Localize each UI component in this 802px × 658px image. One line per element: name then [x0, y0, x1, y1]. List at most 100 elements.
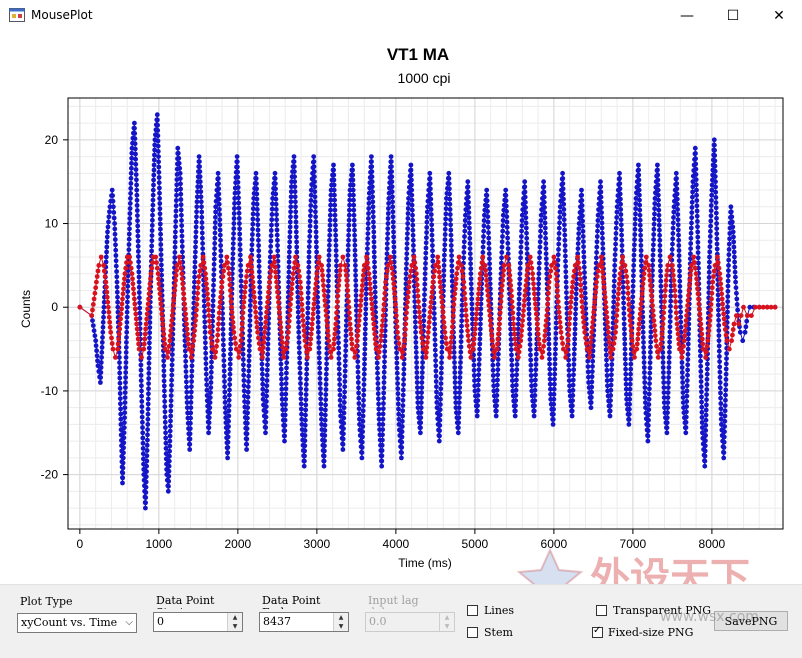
- start-spinner[interactable]: ▲ ▼: [227, 613, 242, 631]
- data-point: [385, 236, 390, 242]
- data-point: [317, 370, 323, 376]
- x-tick-label: 0: [77, 537, 84, 551]
- data-point: [615, 302, 620, 307]
- data-point: [91, 296, 97, 302]
- data-point: [579, 299, 585, 304]
- data-point: [514, 362, 520, 367]
- data-point: [231, 324, 236, 330]
- data-point: [631, 247, 637, 253]
- data-point: [661, 380, 667, 385]
- data-point: [105, 304, 111, 310]
- data-point: [372, 279, 378, 285]
- data-point: [193, 234, 199, 240]
- data-point: [415, 395, 421, 400]
- data-point: [611, 278, 617, 284]
- stem-checkbox[interactable]: [467, 627, 478, 638]
- data-point: [371, 239, 377, 245]
- data-point: [116, 336, 122, 342]
- data-point: [136, 274, 142, 280]
- data-point: [423, 240, 429, 246]
- data-point: [405, 231, 410, 237]
- data-point: [716, 323, 722, 328]
- data-point: [346, 222, 352, 228]
- data-point: [648, 349, 653, 355]
- data-point: [151, 167, 157, 173]
- data-point: [259, 361, 265, 367]
- data-point: [599, 220, 605, 226]
- data-point: [309, 321, 315, 327]
- data-point: [316, 329, 321, 335]
- data-point: [589, 395, 594, 400]
- data-point: [303, 397, 309, 403]
- data-point: [657, 248, 663, 253]
- data-point: [380, 406, 386, 412]
- data-point: [645, 438, 651, 444]
- data-point: [609, 362, 615, 367]
- data-point: [487, 308, 492, 313]
- data-point: [508, 288, 514, 293]
- data-point: [327, 343, 332, 349]
- data-point: [144, 442, 150, 448]
- data-point: [288, 302, 293, 307]
- data-point: [590, 314, 596, 320]
- data-point: [483, 268, 488, 273]
- end-input[interactable]: 8437 ▲ ▼: [259, 612, 349, 632]
- data-point: [265, 346, 271, 352]
- end-spinner[interactable]: ▲ ▼: [333, 613, 348, 631]
- data-point: [115, 299, 120, 305]
- minimize-button[interactable]: —: [664, 0, 710, 31]
- data-point: [169, 372, 175, 378]
- data-point: [217, 299, 223, 305]
- data-point: [641, 340, 646, 345]
- data-point: [683, 430, 689, 436]
- maximize-button[interactable]: ☐: [710, 0, 756, 31]
- data-point: [192, 279, 197, 285]
- data-point: [202, 314, 208, 319]
- transparent-png-checkbox[interactable]: [596, 605, 607, 616]
- data-point: [533, 362, 539, 367]
- data-point: [262, 329, 268, 335]
- data-point: [399, 429, 405, 435]
- data-point: [506, 268, 512, 273]
- data-point: [337, 387, 343, 393]
- data-point: [585, 369, 591, 375]
- plot-type-select[interactable]: xyCount vs. Time ⌵: [17, 613, 137, 633]
- close-button[interactable]: ✕: [756, 0, 802, 31]
- data-point: [208, 375, 214, 380]
- data-point: [178, 265, 184, 271]
- data-point: [341, 431, 346, 437]
- data-point: [94, 279, 99, 285]
- data-point: [458, 344, 464, 350]
- data-point: [551, 391, 557, 397]
- lines-checkbox[interactable]: [467, 605, 478, 616]
- data-point: [132, 125, 137, 131]
- data-point: [547, 361, 552, 367]
- data-point: [637, 197, 642, 203]
- data-point: [250, 211, 256, 217]
- data-point: [725, 304, 730, 310]
- data-point: [264, 393, 269, 399]
- data-point: [303, 407, 309, 413]
- data-point: [389, 164, 394, 170]
- data-point: [566, 321, 572, 327]
- data-point: [327, 212, 333, 218]
- data-point: [416, 299, 421, 304]
- data-point: [451, 350, 457, 355]
- data-point: [699, 415, 705, 420]
- data-point: [685, 351, 691, 357]
- data-point: [173, 278, 179, 283]
- start-input[interactable]: 0 ▲ ▼: [153, 612, 243, 632]
- data-point: [290, 271, 296, 277]
- data-point: [107, 209, 112, 215]
- data-point: [642, 385, 648, 390]
- data-point: [263, 425, 269, 430]
- data-point: [589, 324, 595, 330]
- fixed-size-png-checkbox[interactable]: [592, 625, 603, 638]
- data-point: [534, 316, 540, 322]
- data-point: [109, 341, 115, 346]
- save-png-button[interactable]: SavePNG: [714, 611, 788, 631]
- data-point: [173, 213, 179, 219]
- data-point: [122, 415, 127, 421]
- data-point: [232, 201, 237, 206]
- data-point: [412, 304, 418, 310]
